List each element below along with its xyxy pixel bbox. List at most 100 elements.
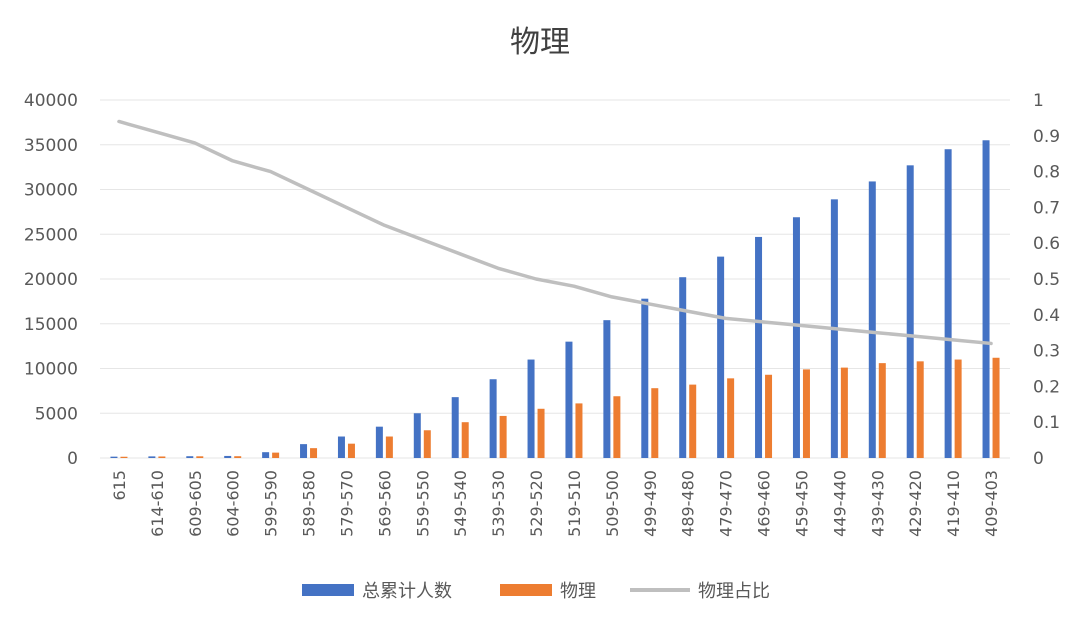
bar-physics-11 bbox=[537, 408, 545, 458]
y-left-tick-1: 5000 bbox=[35, 404, 78, 424]
bar-total-17 bbox=[755, 236, 763, 458]
chart-title: 物理 bbox=[510, 25, 570, 60]
bar-physics-6 bbox=[347, 443, 355, 458]
y-left-tick-0: 0 bbox=[67, 449, 78, 469]
bar-physics-15 bbox=[689, 384, 697, 458]
bar-physics-13 bbox=[613, 396, 621, 458]
bar-physics-19 bbox=[840, 367, 848, 458]
bar-physics-12 bbox=[575, 403, 583, 458]
x-tick-23: 409-403 bbox=[982, 470, 1001, 537]
bar-total-21 bbox=[906, 165, 914, 458]
y-right-tick-7: 0.7 bbox=[1033, 198, 1060, 218]
bar-physics-18 bbox=[802, 369, 810, 458]
bar-physics-14 bbox=[651, 388, 659, 458]
bars bbox=[110, 140, 1000, 458]
gridlines bbox=[100, 99, 1010, 459]
bar-physics-5 bbox=[310, 448, 318, 458]
bar-total-0 bbox=[110, 456, 118, 458]
bar-total-20 bbox=[868, 181, 876, 458]
bar-total-18 bbox=[792, 217, 800, 458]
x-tick-0: 615 bbox=[110, 470, 129, 501]
bar-total-22 bbox=[944, 149, 952, 458]
bar-total-11 bbox=[527, 359, 535, 458]
bar-total-15 bbox=[679, 277, 687, 458]
y-left-tick-8: 40000 bbox=[24, 91, 78, 111]
bar-physics-4 bbox=[272, 452, 280, 458]
y-axis-left: 0 5000 10000 15000 20000 25000 30000 35000 40000 bbox=[24, 91, 78, 469]
bar-physics-1 bbox=[158, 456, 166, 458]
x-tick-16: 479-470 bbox=[717, 470, 736, 537]
x-tick-4: 599-590 bbox=[262, 470, 281, 537]
y-left-tick-2: 10000 bbox=[24, 360, 78, 380]
x-tick-9: 549-540 bbox=[451, 470, 470, 537]
ratio-line-path bbox=[117, 119, 993, 346]
x-tick-7: 569-560 bbox=[375, 470, 394, 537]
y-right-tick-10: 1 bbox=[1033, 91, 1044, 111]
y-left-tick-7: 35000 bbox=[24, 136, 78, 156]
legend: 总累计人数 物理 物理占比 bbox=[302, 581, 770, 602]
bar-physics-2 bbox=[196, 456, 204, 458]
bar-total-5 bbox=[300, 444, 308, 458]
y-left-tick-6: 30000 bbox=[24, 181, 78, 201]
y-right-tick-3: 0.3 bbox=[1033, 342, 1060, 362]
x-tick-17: 469-460 bbox=[755, 470, 774, 537]
bar-physics-9 bbox=[461, 422, 469, 458]
bar-total-8 bbox=[413, 413, 421, 458]
legend-swatch-1 bbox=[500, 584, 552, 596]
x-tick-6: 579-570 bbox=[337, 470, 356, 537]
bar-physics-16 bbox=[727, 378, 735, 458]
x-axis: 615 614-610 609-605 604-600 599-590 589-580 57… bbox=[110, 470, 1001, 537]
bar-total-3 bbox=[224, 455, 232, 458]
y-axis-right: 0 0.1 0.2 0.3 0.4 0.5 0.6 0.7 0.8 0.9 1 bbox=[1033, 91, 1060, 469]
x-tick-3: 604-600 bbox=[224, 470, 243, 537]
bar-physics-0 bbox=[120, 456, 128, 458]
bar-total-16 bbox=[717, 256, 725, 458]
y-right-tick-2: 0.2 bbox=[1033, 377, 1060, 397]
legend-label-2: 物理占比 bbox=[698, 581, 770, 602]
y-right-tick-4: 0.4 bbox=[1033, 306, 1060, 326]
legend-label-1: 物理 bbox=[560, 581, 596, 602]
x-tick-2: 609-605 bbox=[186, 470, 205, 537]
bar-total-2 bbox=[186, 456, 194, 458]
x-tick-5: 589-580 bbox=[300, 470, 319, 537]
y-right-tick-0: 0 bbox=[1033, 449, 1044, 469]
bar-physics-21 bbox=[916, 361, 924, 458]
bar-total-6 bbox=[337, 436, 345, 458]
bar-total-4 bbox=[262, 452, 270, 458]
x-tick-18: 459-450 bbox=[792, 470, 811, 537]
bar-physics-8 bbox=[423, 430, 431, 458]
bar-physics-3 bbox=[234, 456, 242, 458]
x-tick-11: 529-520 bbox=[527, 470, 546, 537]
x-tick-21: 429-420 bbox=[906, 470, 925, 537]
y-right-tick-5: 0.5 bbox=[1033, 270, 1060, 290]
x-tick-13: 509-500 bbox=[603, 470, 622, 537]
y-right-tick-1: 0.1 bbox=[1033, 413, 1060, 433]
bar-physics-7 bbox=[385, 436, 393, 458]
y-right-tick-6: 0.6 bbox=[1033, 234, 1060, 254]
bar-total-14 bbox=[641, 298, 649, 458]
bar-total-7 bbox=[375, 426, 383, 458]
x-tick-20: 439-430 bbox=[868, 470, 887, 537]
x-tick-10: 539-530 bbox=[489, 470, 508, 537]
bar-physics-23 bbox=[992, 357, 1000, 458]
bar-total-12 bbox=[565, 341, 573, 458]
x-tick-1: 614-610 bbox=[148, 470, 167, 537]
y-right-tick-9: 0.9 bbox=[1033, 127, 1060, 147]
y-right-tick-8: 0.8 bbox=[1033, 163, 1060, 183]
legend-swatch-0 bbox=[302, 584, 354, 596]
y-left-tick-3: 15000 bbox=[24, 315, 78, 335]
ratio-line bbox=[117, 119, 993, 346]
x-tick-8: 559-550 bbox=[413, 470, 432, 537]
x-tick-12: 519-510 bbox=[565, 470, 584, 537]
x-tick-15: 489-480 bbox=[679, 470, 698, 537]
y-left-tick-5: 25000 bbox=[24, 225, 78, 245]
bar-total-23 bbox=[982, 140, 990, 458]
bar-total-1 bbox=[148, 456, 156, 458]
bar-physics-17 bbox=[765, 374, 773, 458]
legend-label-0: 总累计人数 bbox=[362, 581, 452, 602]
bar-total-9 bbox=[451, 397, 459, 458]
x-tick-19: 449-440 bbox=[830, 470, 849, 537]
bar-total-10 bbox=[489, 379, 497, 458]
